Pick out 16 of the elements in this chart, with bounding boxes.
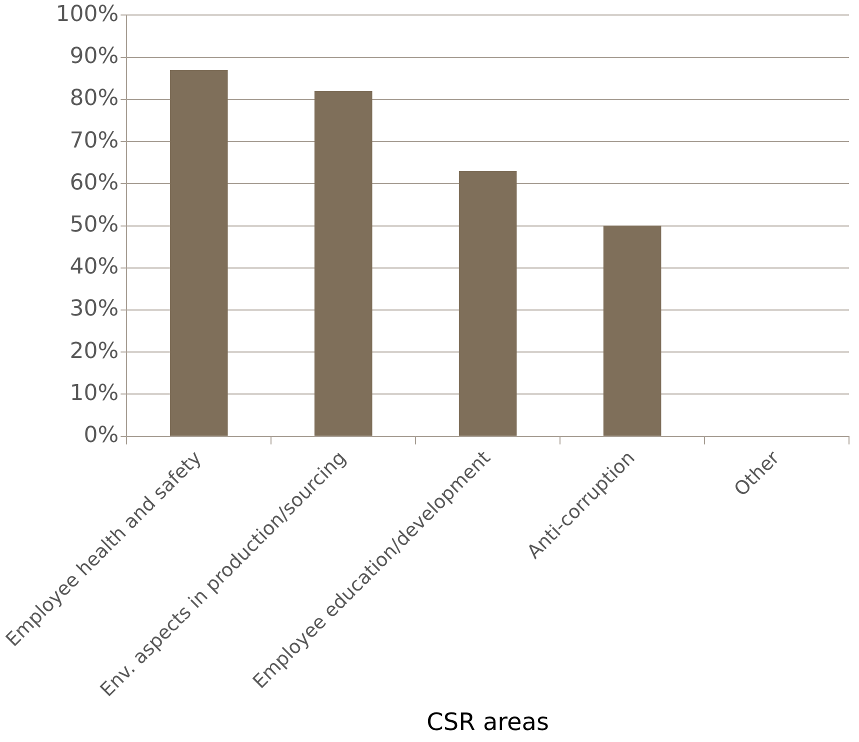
bar: [458, 171, 517, 436]
y-tick-label: 60%: [70, 170, 119, 196]
y-tick-label: 30%: [70, 296, 119, 322]
bar: [603, 226, 662, 436]
y-tick-label: 70%: [70, 128, 119, 154]
y-tick-label: 100%: [56, 2, 119, 27]
bar: [314, 91, 372, 436]
y-tick-label: 0%: [84, 423, 119, 448]
y-tick-label: 10%: [70, 380, 119, 406]
x-axis-title: CSR areas: [426, 708, 549, 736]
y-tick-label: 40%: [70, 254, 119, 280]
bar: [170, 70, 228, 436]
y-tick-label: 90%: [70, 44, 119, 70]
y-tick-label: 50%: [70, 212, 119, 238]
y-tick-label: 20%: [70, 338, 119, 364]
y-tick-label: 80%: [70, 86, 119, 112]
